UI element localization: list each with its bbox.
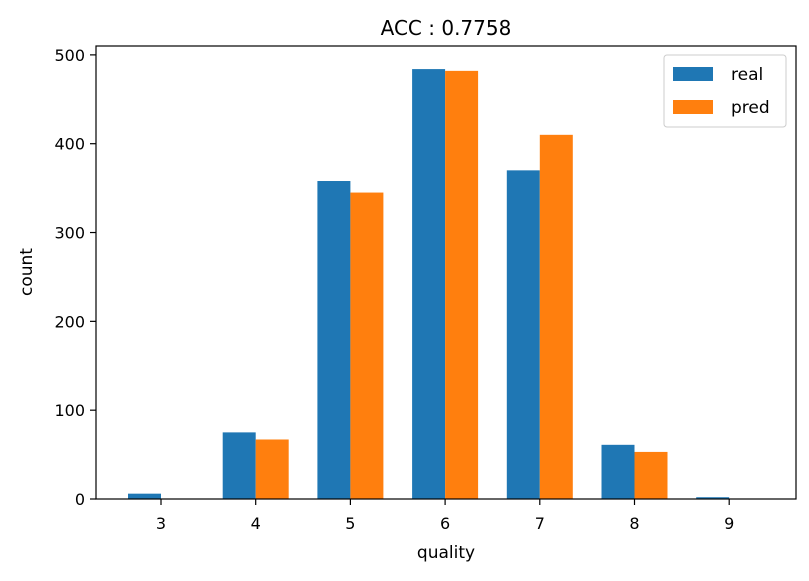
y-axis-ticks: 0 100 200 300 400 500 [54,46,96,509]
x-axis-ticks: 3 4 5 6 7 8 9 [156,499,734,533]
bar-pred-4 [255,439,289,499]
bar-pred-6 [445,70,479,500]
legend-label-real: real [731,65,763,85]
bar-real-3 [128,493,161,499]
bar-real-6 [412,69,446,499]
x-tick-label: 9 [724,514,734,533]
x-tick-label: 8 [629,514,639,533]
plot-frame [95,45,797,500]
bar-pred-7 [539,134,573,499]
bar-pred-5 [350,192,384,499]
bar-real-7 [506,170,540,499]
legend-label-pred: pred [731,98,770,118]
x-tick-label: 3 [156,514,166,533]
bar-real-8 [601,444,635,499]
legend: real pred [663,54,787,128]
bar-real-5 [317,181,351,499]
legend-swatch-real [673,67,713,81]
y-axis-label: count [17,248,37,296]
y-tick-label: 500 [54,46,85,65]
y-tick-label: 300 [54,224,85,243]
x-tick-label: 7 [535,514,545,533]
bar-real-4 [222,432,256,499]
y-tick-label: 0 [75,490,85,509]
y-tick-label: 400 [54,135,85,154]
chart-title: ACC : 0.7758 [381,16,512,40]
bar-real-9 [696,497,730,499]
x-tick-label: 4 [251,514,261,533]
x-axis-label: quality [417,543,475,563]
legend-swatch-pred [673,100,713,114]
x-tick-label: 6 [440,514,450,533]
x-tick-label: 5 [345,514,355,533]
y-tick-label: 100 [54,401,85,420]
y-tick-label: 200 [54,312,85,331]
bars-group [128,69,730,500]
bar-pred-8 [634,451,668,499]
